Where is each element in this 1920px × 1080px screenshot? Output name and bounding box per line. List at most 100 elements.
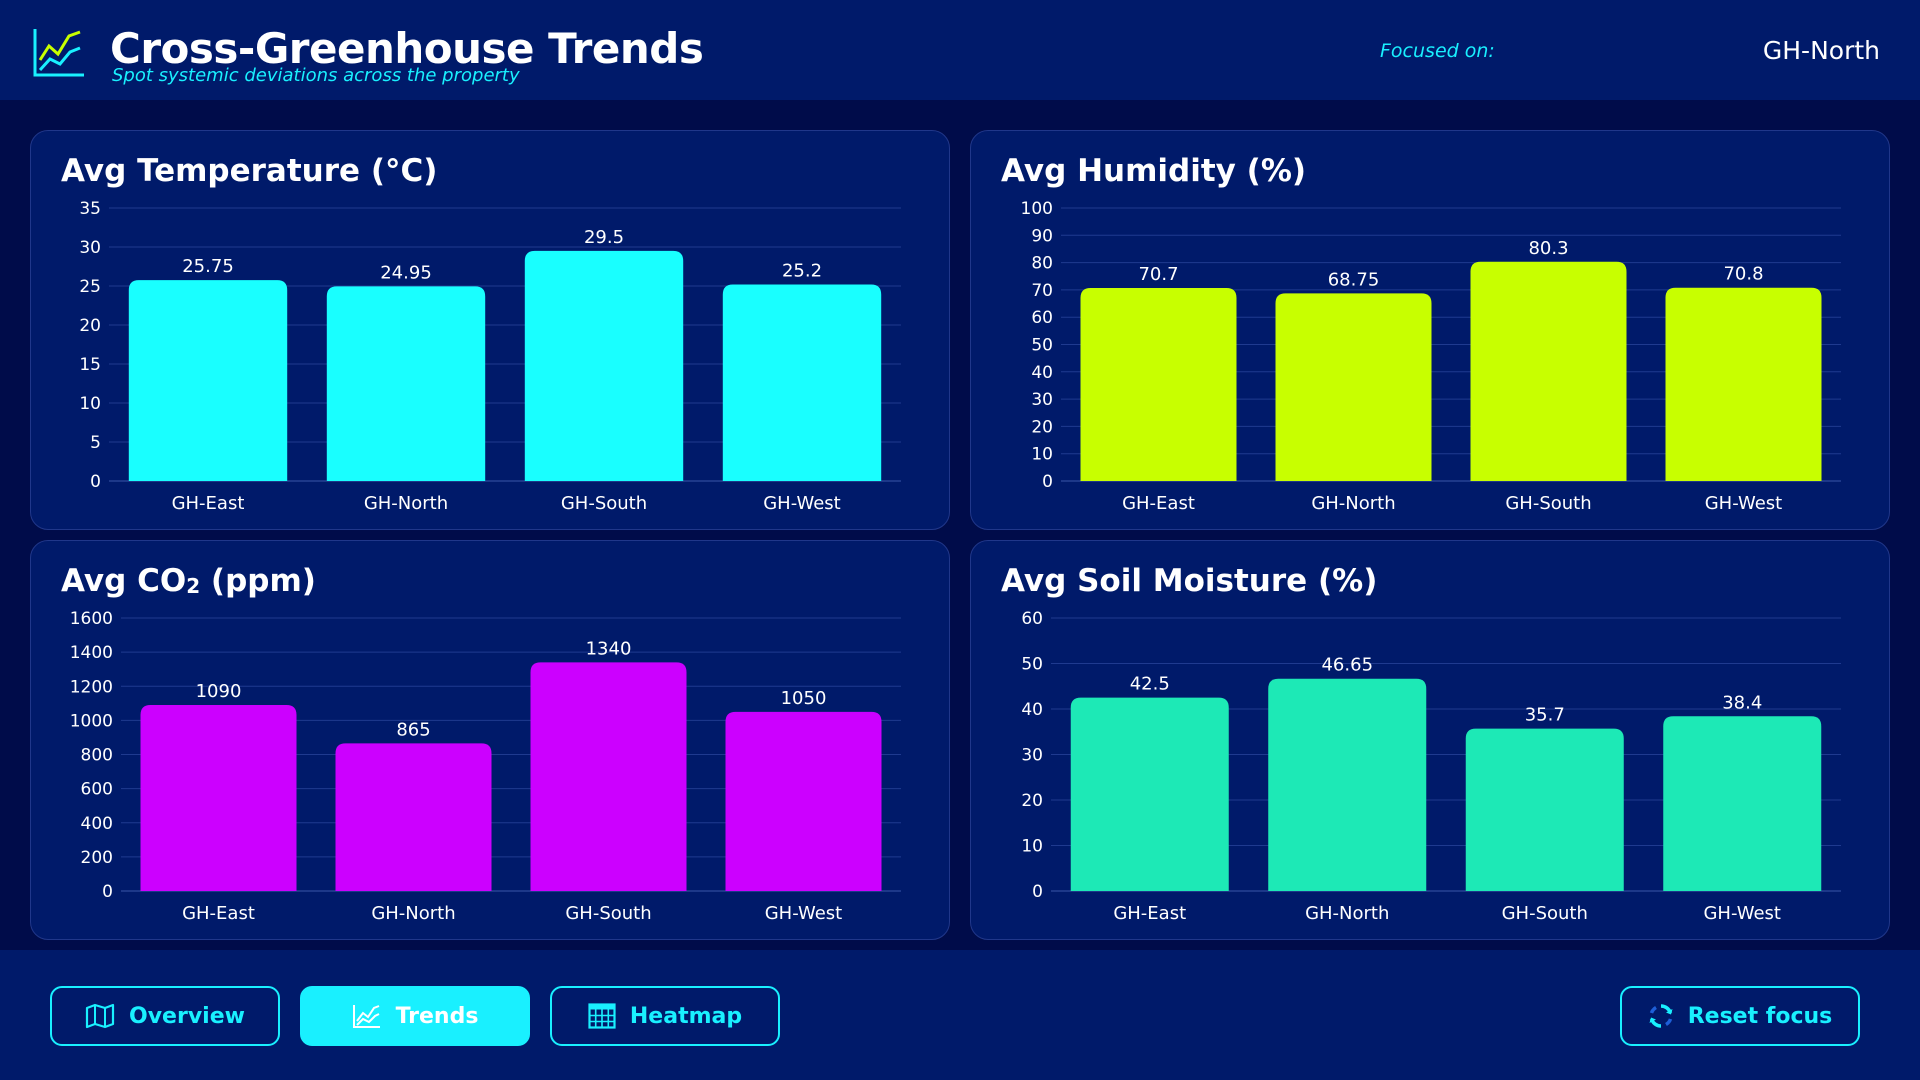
bar-value-label: 865 <box>396 719 430 740</box>
temperature-chart: 0 5 10 15 20 25 30 35 25.75 GH-East 24.95 GH-North 2… <box>79 199 901 514</box>
bar-value-label: 25.2 <box>782 260 822 281</box>
y-tick-label: 15 <box>79 355 101 375</box>
bar-value-label: 70.7 <box>1138 264 1178 285</box>
refresh-icon <box>1649 1004 1673 1028</box>
y-tick-label: 800 <box>81 746 113 766</box>
bar-gh-south[interactable] <box>1465 728 1624 891</box>
humidity-chart-title: Avg Humidity (%) <box>1001 153 1307 189</box>
bar-value-label: 1050 <box>781 688 827 709</box>
trend-chart-icon <box>33 29 84 77</box>
x-tick-label: GH-East <box>172 493 245 514</box>
y-tick-label: 1200 <box>70 677 113 697</box>
y-tick-label: 1400 <box>70 643 113 663</box>
trends-label: Trends <box>395 1003 479 1029</box>
y-tick-label: 0 <box>1042 472 1053 492</box>
bar-value-label: 42.5 <box>1130 674 1170 695</box>
y-tick-label: 10 <box>1031 445 1053 465</box>
bar-gh-east[interactable] <box>140 705 297 891</box>
y-tick-label: 200 <box>81 848 113 868</box>
reset-focus-button[interactable]: Reset focus <box>1620 986 1860 1046</box>
bar-gh-north[interactable] <box>1268 678 1427 891</box>
overview-button[interactable]: Overview <box>50 986 280 1046</box>
y-tick-label: 400 <box>81 814 113 834</box>
bar-gh-west[interactable] <box>725 711 882 891</box>
co2-chart: 0 200 400 600 800 1000 1200 1400 1600 1090 GH-East… <box>70 609 901 924</box>
bar-gh-north[interactable] <box>326 286 486 481</box>
y-tick-label: 20 <box>1031 417 1053 437</box>
page-subtitle: Spot systemic deviations across the prop… <box>112 65 520 86</box>
x-tick-label: GH-East <box>1113 903 1186 924</box>
x-tick-label: GH-East <box>182 903 255 924</box>
y-tick-label: 10 <box>1021 837 1043 857</box>
y-tick-label: 600 <box>81 780 113 800</box>
y-tick-label: 10 <box>79 394 101 414</box>
bar-value-label: 68.75 <box>1328 269 1380 290</box>
bar-value-label: 29.5 <box>584 227 624 248</box>
x-tick-label: GH-West <box>1705 493 1783 514</box>
bar-value-label: 70.8 <box>1723 264 1763 285</box>
y-tick-label: 30 <box>1031 390 1053 410</box>
co2-chart-title: Avg CO2 (ppm) <box>61 563 316 599</box>
soil-moisture-chart-title: Avg Soil Moisture (%) <box>1001 563 1378 599</box>
x-tick-label: GH-North <box>364 493 448 514</box>
bar-gh-west[interactable] <box>722 284 882 481</box>
bar-gh-east[interactable] <box>1070 697 1229 891</box>
bar-gh-north[interactable] <box>1275 293 1432 481</box>
x-tick-label: GH-North <box>371 903 455 924</box>
x-tick-label: GH-South <box>565 903 651 924</box>
heatmap-label: Heatmap <box>629 1003 743 1029</box>
co2-card: Avg CO2 (ppm) 0 200 400 600 800 1000 1200 1400 1… <box>30 540 950 940</box>
x-tick-label: GH-South <box>1502 903 1588 924</box>
grid-calendar-icon <box>588 1003 616 1029</box>
bar-gh-south[interactable] <box>530 662 687 891</box>
y-tick-label: 35 <box>79 199 101 219</box>
trends-button[interactable]: Trends <box>300 986 530 1046</box>
y-tick-label: 50 <box>1021 655 1043 675</box>
y-tick-label: 30 <box>79 238 101 258</box>
x-tick-label: GH-South <box>1505 493 1591 514</box>
x-tick-label: GH-West <box>1703 903 1781 924</box>
y-tick-label: 1600 <box>70 609 113 629</box>
line-chart-icon <box>352 1005 380 1028</box>
bar-value-label: 35.7 <box>1525 705 1565 726</box>
heatmap-button[interactable]: Heatmap <box>550 986 780 1046</box>
focus-value: GH-North <box>1762 36 1880 65</box>
y-tick-label: 70 <box>1031 281 1053 301</box>
y-tick-label: 1000 <box>70 711 113 731</box>
app-header: Cross-Greenhouse Trends Spot systemic de… <box>0 0 1920 100</box>
reset-focus-label: Reset focus <box>1687 1003 1833 1029</box>
temperature-card: Avg Temperature (°C) 0 5 10 15 20 25 30 35 25.75… <box>30 130 950 530</box>
bar-gh-south[interactable] <box>1470 261 1627 481</box>
bar-value-label: 1340 <box>586 638 632 659</box>
y-tick-label: 25 <box>79 277 101 297</box>
y-tick-label: 20 <box>79 316 101 336</box>
temperature-chart-title: Avg Temperature (°C) <box>61 153 438 189</box>
y-tick-label: 50 <box>1031 336 1053 356</box>
y-tick-label: 60 <box>1031 308 1053 328</box>
y-tick-label: 100 <box>1021 199 1053 219</box>
bar-gh-east[interactable] <box>1080 287 1237 481</box>
bar-value-label: 25.75 <box>182 256 234 277</box>
x-tick-label: GH-North <box>1305 903 1389 924</box>
soil-moisture-card: Avg Soil Moisture (%) 0 10 20 30 40 50 60 42.5 G… <box>970 540 1890 940</box>
y-tick-label: 0 <box>90 472 101 492</box>
bar-value-label: 46.65 <box>1321 655 1373 676</box>
overview-label: Overview <box>129 1003 245 1029</box>
page-title: Cross-Greenhouse Trends <box>110 24 704 73</box>
bar-gh-north[interactable] <box>335 743 492 891</box>
y-tick-label: 0 <box>102 882 113 902</box>
y-tick-label: 20 <box>1021 791 1043 811</box>
x-tick-label: GH-South <box>561 493 647 514</box>
bar-gh-west[interactable] <box>1665 287 1822 481</box>
bar-value-label: 38.4 <box>1722 692 1762 713</box>
bar-gh-south[interactable] <box>524 250 684 481</box>
y-tick-label: 40 <box>1031 363 1053 383</box>
y-tick-label: 40 <box>1021 700 1043 720</box>
x-tick-label: GH-West <box>765 903 843 924</box>
bar-value-label: 24.95 <box>380 262 432 283</box>
bar-gh-west[interactable] <box>1663 716 1822 891</box>
bar-gh-east[interactable] <box>128 280 288 481</box>
y-tick-label: 60 <box>1021 609 1043 629</box>
bar-value-label: 1090 <box>196 681 242 702</box>
y-tick-label: 80 <box>1031 254 1053 274</box>
